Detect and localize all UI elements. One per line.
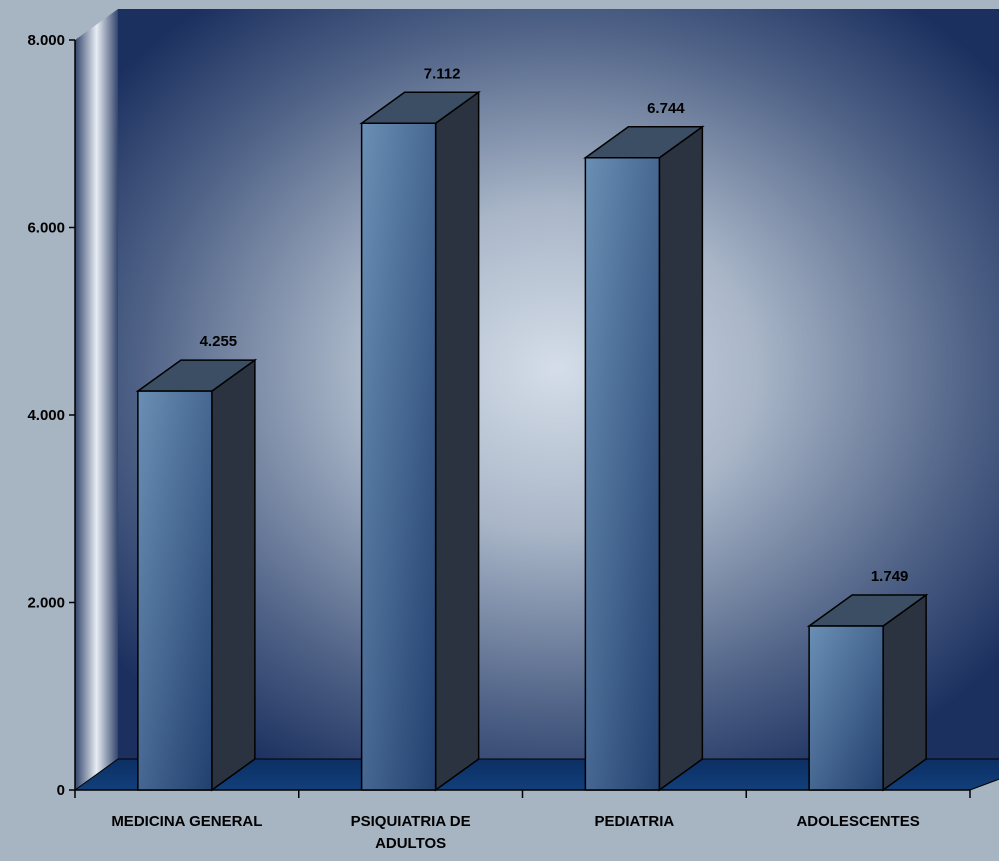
y-tick-label: 0	[57, 782, 65, 799]
bar-side	[434, 90, 480, 792]
y-tick-label: 4.000	[27, 407, 65, 424]
bar-front	[584, 157, 661, 791]
x-tick-label: PEDIATRIA	[595, 813, 675, 830]
bar	[806, 593, 929, 792]
plot-background	[73, 9, 999, 791]
bar-side	[658, 125, 704, 792]
bar-front	[360, 122, 437, 791]
data-label: 7.112	[424, 65, 461, 82]
x-tick-label: MEDICINA GENERAL	[111, 813, 262, 830]
bar-series	[135, 90, 929, 792]
y-axis: 0 2.000 4.000 6.000 8.000	[27, 32, 76, 799]
bar-side	[211, 358, 256, 792]
side-wall	[75, 9, 118, 790]
bar-front	[808, 625, 884, 791]
bar	[359, 90, 481, 792]
bar	[135, 358, 258, 792]
y-tick-label: 8.000	[27, 32, 65, 49]
x-axis: MEDICINA GENERAL PSIQUIATRIA DE ADULTOS PED…	[74, 789, 971, 852]
bar	[583, 125, 705, 792]
data-label: 1.749	[871, 568, 909, 585]
bar-side	[882, 593, 927, 792]
x-tick-label: PSIQUIATRIA DE	[351, 813, 471, 830]
x-tick-label: ADOLESCENTES	[796, 813, 919, 830]
data-label: 4.255	[200, 333, 238, 350]
y-tick-label: 6.000	[27, 220, 65, 237]
bar-front	[137, 390, 213, 791]
y-tick-label: 2.000	[27, 595, 65, 612]
x-tick-label: ADULTOS	[375, 835, 446, 852]
data-label: 6.744	[647, 100, 685, 117]
data-labels: 4.255 7.112 6.744 1.749	[200, 65, 909, 585]
